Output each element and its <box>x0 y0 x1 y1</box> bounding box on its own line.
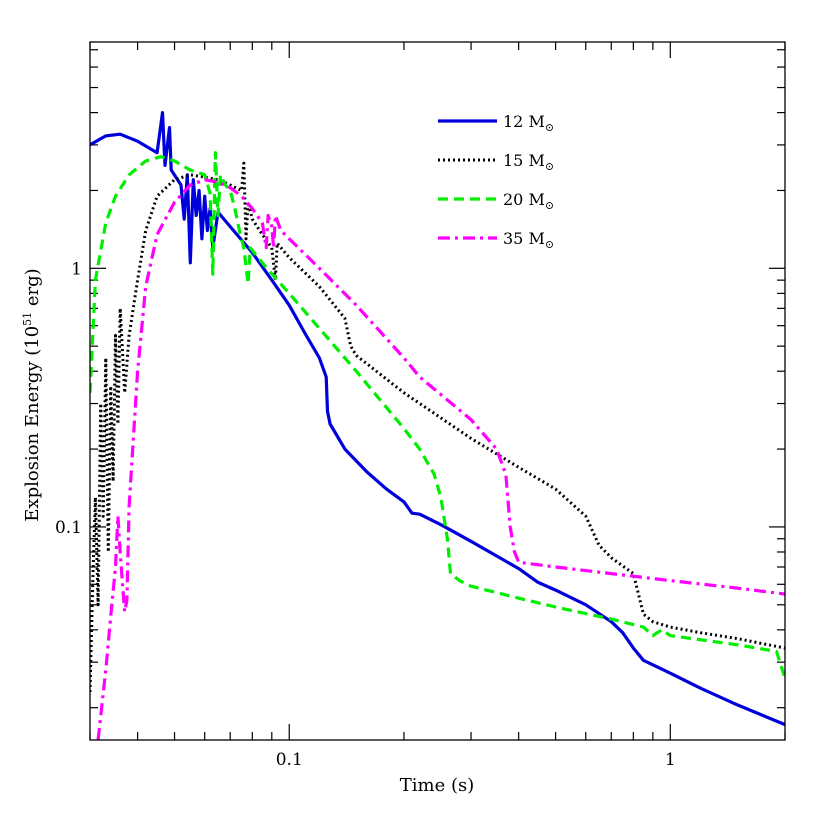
y-axis-title-end: erg) <box>22 268 43 312</box>
series-line-4 <box>96 178 785 740</box>
plot-frame <box>89 41 786 741</box>
x-tick-label: 0.1 <box>276 750 303 770</box>
series-layer <box>90 111 785 740</box>
legend-label-main: 12 M <box>503 112 545 131</box>
y-tick-label: 1 <box>71 259 82 279</box>
legend-label-sub: ⊙ <box>545 238 554 251</box>
series-line-1 <box>90 111 785 727</box>
legend-label-2: 15 M⊙ <box>503 151 554 173</box>
series-line-3 <box>90 151 785 679</box>
legend-label-3: 20 M⊙ <box>503 190 554 212</box>
legend-label-main: 20 M <box>503 190 545 209</box>
tick-labels: 0.1 1 0.1 1 <box>55 259 676 770</box>
legend: 12 M⊙15 M⊙20 M⊙35 M⊙ <box>438 112 554 251</box>
legend-label-main: 35 M <box>503 229 545 248</box>
legend-label-4: 35 M⊙ <box>503 229 554 251</box>
y-axis-title-main: Explosion Energy (10 <box>22 326 43 522</box>
x-tick-label: 1 <box>665 750 676 770</box>
y-axis-title-exponent: 51 <box>21 312 34 326</box>
legend-label-main: 15 M <box>503 151 545 170</box>
y-tick-label: 0.1 <box>55 518 82 538</box>
legend-label-sub: ⊙ <box>545 121 554 134</box>
y-axis-title: Explosion Energy (1051 erg) <box>21 268 43 521</box>
series-line-2 <box>90 161 785 693</box>
legend-label-1: 12 M⊙ <box>503 112 554 134</box>
x-axis-title: Time (s) <box>400 775 475 796</box>
legend-label-sub: ⊙ <box>545 160 554 173</box>
axis-ticks <box>89 42 786 740</box>
legend-label-sub: ⊙ <box>545 199 554 212</box>
